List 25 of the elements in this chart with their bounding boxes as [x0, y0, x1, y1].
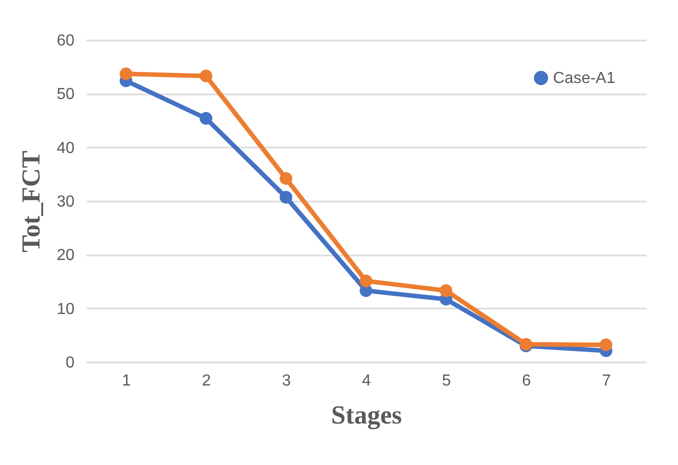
y-tick-label: 50 — [56, 86, 75, 104]
x-tick-label: 1 — [122, 372, 132, 390]
y-tick-label: 0 — [66, 354, 75, 372]
point — [280, 190, 292, 204]
point — [600, 338, 612, 352]
point — [280, 172, 292, 185]
legend-label: Case-A1 — [553, 70, 616, 87]
point — [440, 284, 452, 297]
y-tick-label: 40 — [56, 140, 75, 157]
x-tick-label: 6 — [522, 372, 532, 390]
x-tick-label: 2 — [202, 372, 212, 390]
y-tick-label: 20 — [56, 247, 75, 264]
y-tick-label: 10 — [56, 300, 75, 318]
y-tick-label: 30 — [56, 194, 75, 210]
point — [120, 67, 132, 80]
x-tick-label: 5 — [442, 372, 452, 390]
x-axis-title: Stages — [331, 400, 402, 430]
point — [200, 70, 212, 82]
y-axis-title: Tot_FCT — [16, 150, 46, 252]
point — [200, 112, 212, 125]
x-tick-label: 4 — [362, 372, 372, 390]
x-tick-label: 7 — [602, 372, 612, 390]
x-tick-label: 3 — [282, 372, 292, 390]
point — [360, 274, 372, 288]
y-tick-label: 60 — [56, 32, 75, 50]
